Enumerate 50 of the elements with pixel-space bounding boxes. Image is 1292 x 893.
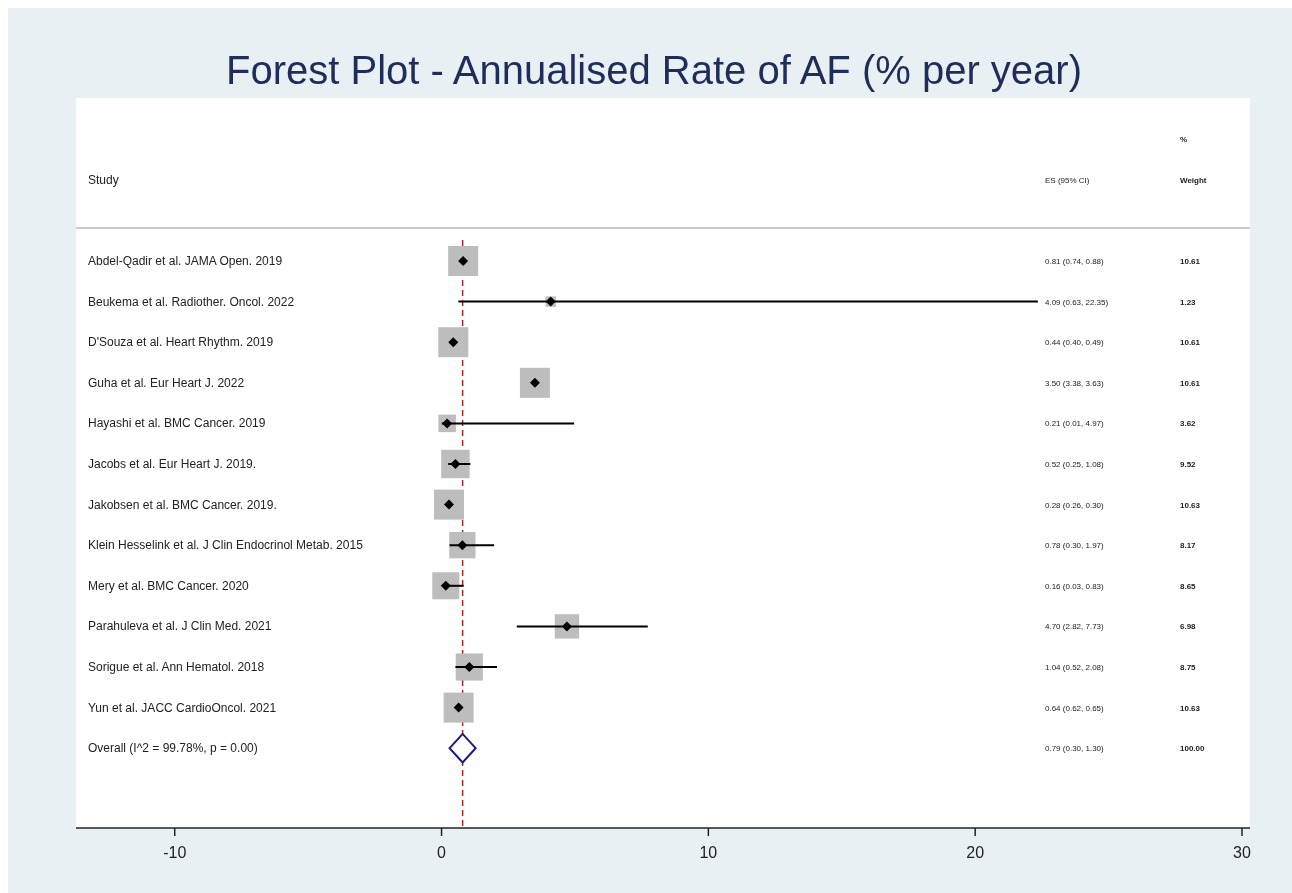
y-tick-label: Beukema et al. Radiother. Oncol. 2022: [88, 294, 295, 309]
y-tick-label: Overall (I^2 = 99.78%, p = 0.00): [88, 741, 258, 756]
annotation: 10.61: [1180, 378, 1201, 388]
y-tick-label: Jacobs et al. Eur Heart J. 2019.: [88, 457, 257, 471]
annotation: 8.17: [1180, 541, 1197, 551]
annotation: 10.61: [1180, 257, 1201, 266]
y-axis-title: Study: [88, 173, 119, 187]
annotation: 0.16 (0.03, 0.83): [1045, 581, 1105, 591]
annotation: 8.75: [1180, 663, 1197, 672]
annotation: 4.70 (2.82, 7.73): [1045, 622, 1105, 632]
annotation: 0.64 (0.62, 0.65): [1045, 703, 1105, 713]
annotation: 0.52 (0.25, 1.08): [1045, 460, 1105, 469]
annotation: 0.28 (0.26, 0.30): [1045, 500, 1105, 510]
annotation: 0.44 (0.40, 0.49): [1045, 338, 1105, 348]
annotation: 100.00: [1180, 744, 1206, 754]
x-tick-label: 30: [1233, 844, 1251, 861]
annotation: 8.65: [1180, 581, 1197, 591]
annotation: 0.21 (0.01, 4.97): [1045, 419, 1105, 429]
text: ES (95% CI): [1045, 176, 1090, 185]
chart-title: Forest Plot - Annualised Rate of AF (% per year): [226, 48, 1082, 92]
annotation: 3.62: [1180, 419, 1197, 429]
y-tick-label: Mery et al. BMC Cancer. 2020: [88, 578, 250, 593]
y-tick-label: Klein Hesselink et al. J Clin Endocrinol Metab. 2015: [88, 538, 364, 553]
x-tick-label: -10: [163, 844, 187, 861]
annotation: 3.50 (3.38, 3.63): [1045, 378, 1105, 388]
x-tick-label: 10: [699, 844, 718, 861]
annotation: 10.63: [1180, 703, 1201, 713]
y-tick-label: Sorigue et al. Ann Hematol. 2018: [88, 660, 265, 674]
y-tick-label: D'Souza et al. Heart Rhythm. 2019: [88, 335, 274, 350]
y-tick-label: Abdel-Qadir et al. JAMA Open. 2019: [88, 254, 283, 268]
annotation: 1.04 (0.52, 2.08): [1045, 663, 1105, 672]
text: %: [1180, 135, 1188, 144]
annotation: 0.78 (0.30, 1.97): [1045, 541, 1105, 551]
y-tick-label: Guha et al. Eur Heart J. 2022: [88, 375, 245, 390]
annotation: 10.61: [1180, 338, 1201, 348]
x-tick-label: 0: [437, 844, 447, 861]
annotation: 0.81 (0.74, 0.88): [1045, 257, 1105, 266]
annotation: 10.63: [1180, 500, 1201, 510]
y-tick-label: Parahuleva et al. J Clin Med. 2021: [88, 619, 272, 634]
point: [448, 732, 477, 764]
x-tick-label: 20: [966, 844, 985, 861]
y-tick-label: Jakobsen et al. BMC Cancer. 2019.: [88, 497, 277, 512]
y-tick-label: Hayashi et al. BMC Cancer. 2019: [88, 416, 266, 431]
annotation: 6.98: [1180, 622, 1197, 632]
annotation: 1.23: [1180, 297, 1197, 307]
annotation: 4.09 (0.63, 22.35): [1045, 297, 1109, 307]
y-tick-label: Yun et al. JACC CardioOncol. 2021: [88, 700, 277, 715]
annotation: 0.79 (0.30, 1.30): [1045, 744, 1105, 754]
text: Weight: [1180, 176, 1207, 185]
annotation: 9.52: [1180, 460, 1197, 469]
